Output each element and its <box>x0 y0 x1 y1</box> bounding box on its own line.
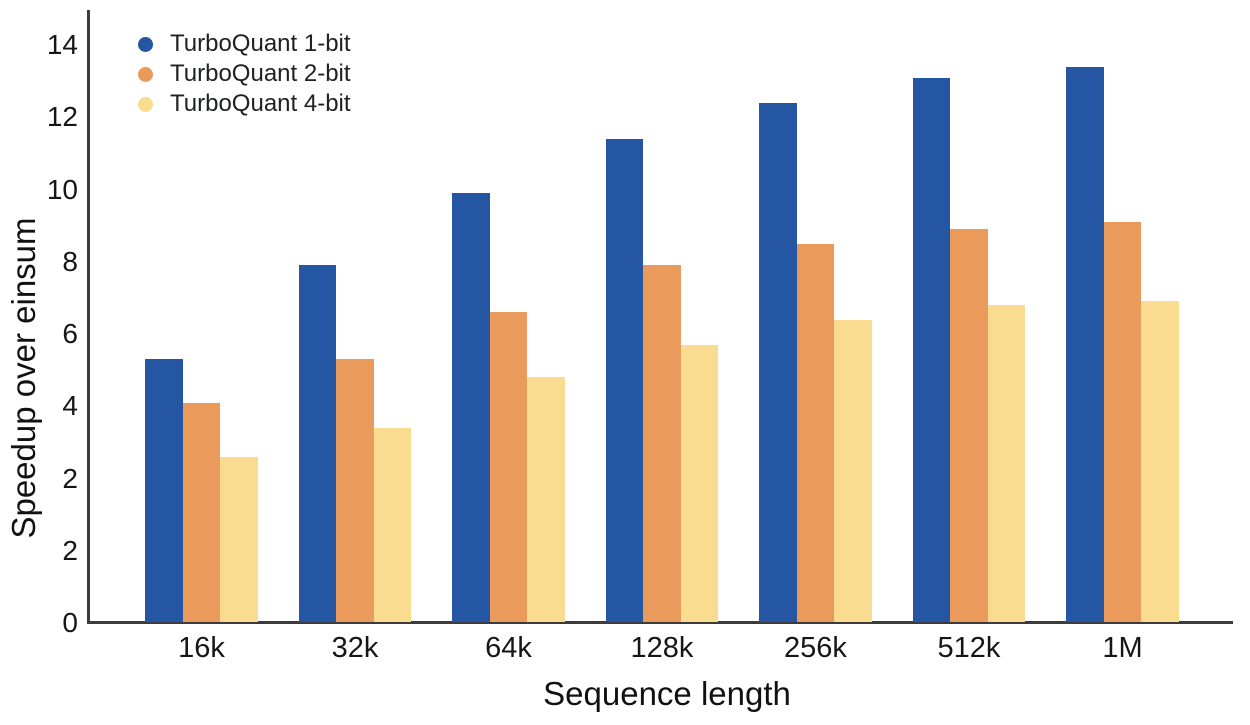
bar-turboquant-1-bit-1M <box>1066 66 1104 622</box>
bar-turboquant-2-bit-64k <box>489 312 528 622</box>
x-tick-label: 128k <box>630 632 694 664</box>
bar-turboquant-1-bit-16k <box>145 359 183 622</box>
x-tick-label: 32k <box>331 632 379 664</box>
bar-turboquant-4-bit-256k <box>834 319 872 622</box>
y-tick-label: 14 <box>46 29 78 60</box>
bar-turboquant-2-bit-128k <box>643 265 681 622</box>
legend-swatch-icon <box>138 66 153 82</box>
legend-label: TurboQuant 2-bit <box>170 60 351 88</box>
legend-label: TurboQuant 1-bit <box>170 30 351 57</box>
legend-swatch-icon <box>138 36 153 52</box>
legend-item: TurboQuant 4-bit <box>138 89 351 119</box>
bar-turboquant-2-bit-32k <box>336 359 374 622</box>
x-tick-label: 64k <box>485 632 532 664</box>
bar-turboquant-4-bit-512k <box>987 305 1026 622</box>
legend-label: TurboQuant 4-bit <box>170 90 351 118</box>
y-tick-label: 10 <box>46 173 78 205</box>
x-axis-title: Sequence length <box>543 675 791 712</box>
bar-turboquant-1-bit-128k <box>605 138 644 622</box>
y-tick-label: 2 <box>62 462 78 494</box>
y-axis-line <box>87 10 90 624</box>
legend-item: TurboQuant 1-bit <box>138 29 351 59</box>
x-tick-label: 16k <box>178 632 225 664</box>
bar-turboquant-1-bit-512k <box>912 77 951 622</box>
y-tick-label: 8 <box>62 245 78 277</box>
y-axis-title: Speedup over einsum <box>5 217 42 539</box>
x-tick-label: 1M <box>1102 632 1143 664</box>
bar-turboquant-4-bit-16k <box>220 456 258 622</box>
legend-swatch-icon <box>138 96 153 112</box>
y-tick-label: 6 <box>62 318 78 349</box>
y-tick-label: 0 <box>62 607 78 638</box>
x-axis-line <box>87 621 1233 624</box>
bar-turboquant-2-bit-1M <box>1103 222 1142 622</box>
y-tick-label: 12 <box>46 101 78 133</box>
bar-turboquant-4-bit-32k <box>373 427 412 622</box>
bar-turboquant-2-bit-512k <box>950 229 988 622</box>
x-tick-label: 512k <box>937 632 1001 664</box>
bar-turboquant-2-bit-16k <box>182 402 221 622</box>
y-tick-label: 2 <box>62 534 78 566</box>
bar-turboquant-1-bit-64k <box>452 193 490 622</box>
bar-turboquant-4-bit-64k <box>527 377 565 622</box>
bar-turboquant-2-bit-256k <box>796 243 835 622</box>
legend-item: TurboQuant 2-bit <box>138 59 351 89</box>
bar-turboquant-1-bit-256k <box>759 102 797 622</box>
bar-turboquant-4-bit-128k <box>680 344 719 622</box>
y-tick-label: 4 <box>62 390 78 422</box>
bar-turboquant-1-bit-32k <box>298 265 337 622</box>
x-tick-label: 256k <box>784 632 847 664</box>
bar-turboquant-4-bit-1M <box>1141 301 1179 622</box>
